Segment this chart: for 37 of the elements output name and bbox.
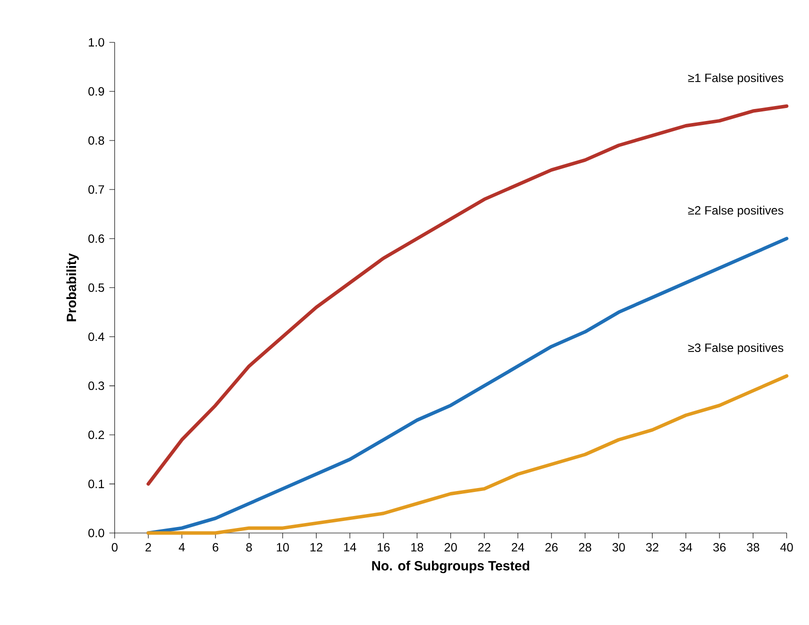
- x-tick-label: 6: [212, 543, 218, 552]
- x-tick-label: 28: [579, 543, 592, 552]
- y-axis-title: Probability: [66, 253, 79, 322]
- y-tick-label: 0.3: [88, 382, 104, 390]
- x-tick-label: 16: [378, 543, 390, 552]
- y-tick-label: 0.0: [88, 528, 104, 538]
- y-tick-label: 0.4: [88, 332, 104, 341]
- y-tick-label: 1.0: [88, 38, 104, 47]
- x-tick-label: 36: [713, 543, 726, 552]
- x-tick-label: 20: [444, 543, 457, 552]
- y-tick-label: 0.5: [88, 283, 104, 292]
- x-tick-label: 4: [178, 543, 185, 552]
- x-tick-label: 18: [411, 543, 424, 552]
- x-tick-label: 40: [780, 543, 793, 552]
- series-label: ≥1 False positives: [688, 73, 784, 85]
- x-tick-label: 12: [310, 543, 322, 552]
- y-tick-label: 0.6: [88, 234, 104, 243]
- y-tick-label: 0.8: [88, 136, 104, 145]
- x-tick-label: 38: [746, 543, 760, 552]
- x-tick-label: 34: [680, 543, 692, 552]
- y-tick-label: 0.2: [88, 430, 104, 440]
- x-tick-label: 0: [112, 543, 118, 552]
- y-tick-label: 0.9: [88, 87, 104, 96]
- x-tick-label: 32: [646, 543, 658, 552]
- x-tick-label: 22: [478, 543, 490, 552]
- x-tick-label: 30: [612, 543, 625, 552]
- y-tick-label: 0.1: [88, 480, 104, 488]
- x-tick-label: 24: [512, 543, 524, 552]
- x-tick-label: 2: [146, 543, 151, 552]
- y-tick-label: 0.7: [88, 185, 104, 194]
- x-tick-label: 8: [246, 543, 252, 552]
- x-tick-label: 10: [276, 543, 289, 552]
- x-axis-title: No. of Subgroups Tested: [372, 560, 530, 574]
- x-tick-label: 26: [545, 543, 558, 552]
- series-label: ≥3 False positives: [688, 343, 784, 354]
- x-tick-label: 14: [344, 543, 356, 552]
- series-label: ≥2 False positives: [688, 206, 784, 217]
